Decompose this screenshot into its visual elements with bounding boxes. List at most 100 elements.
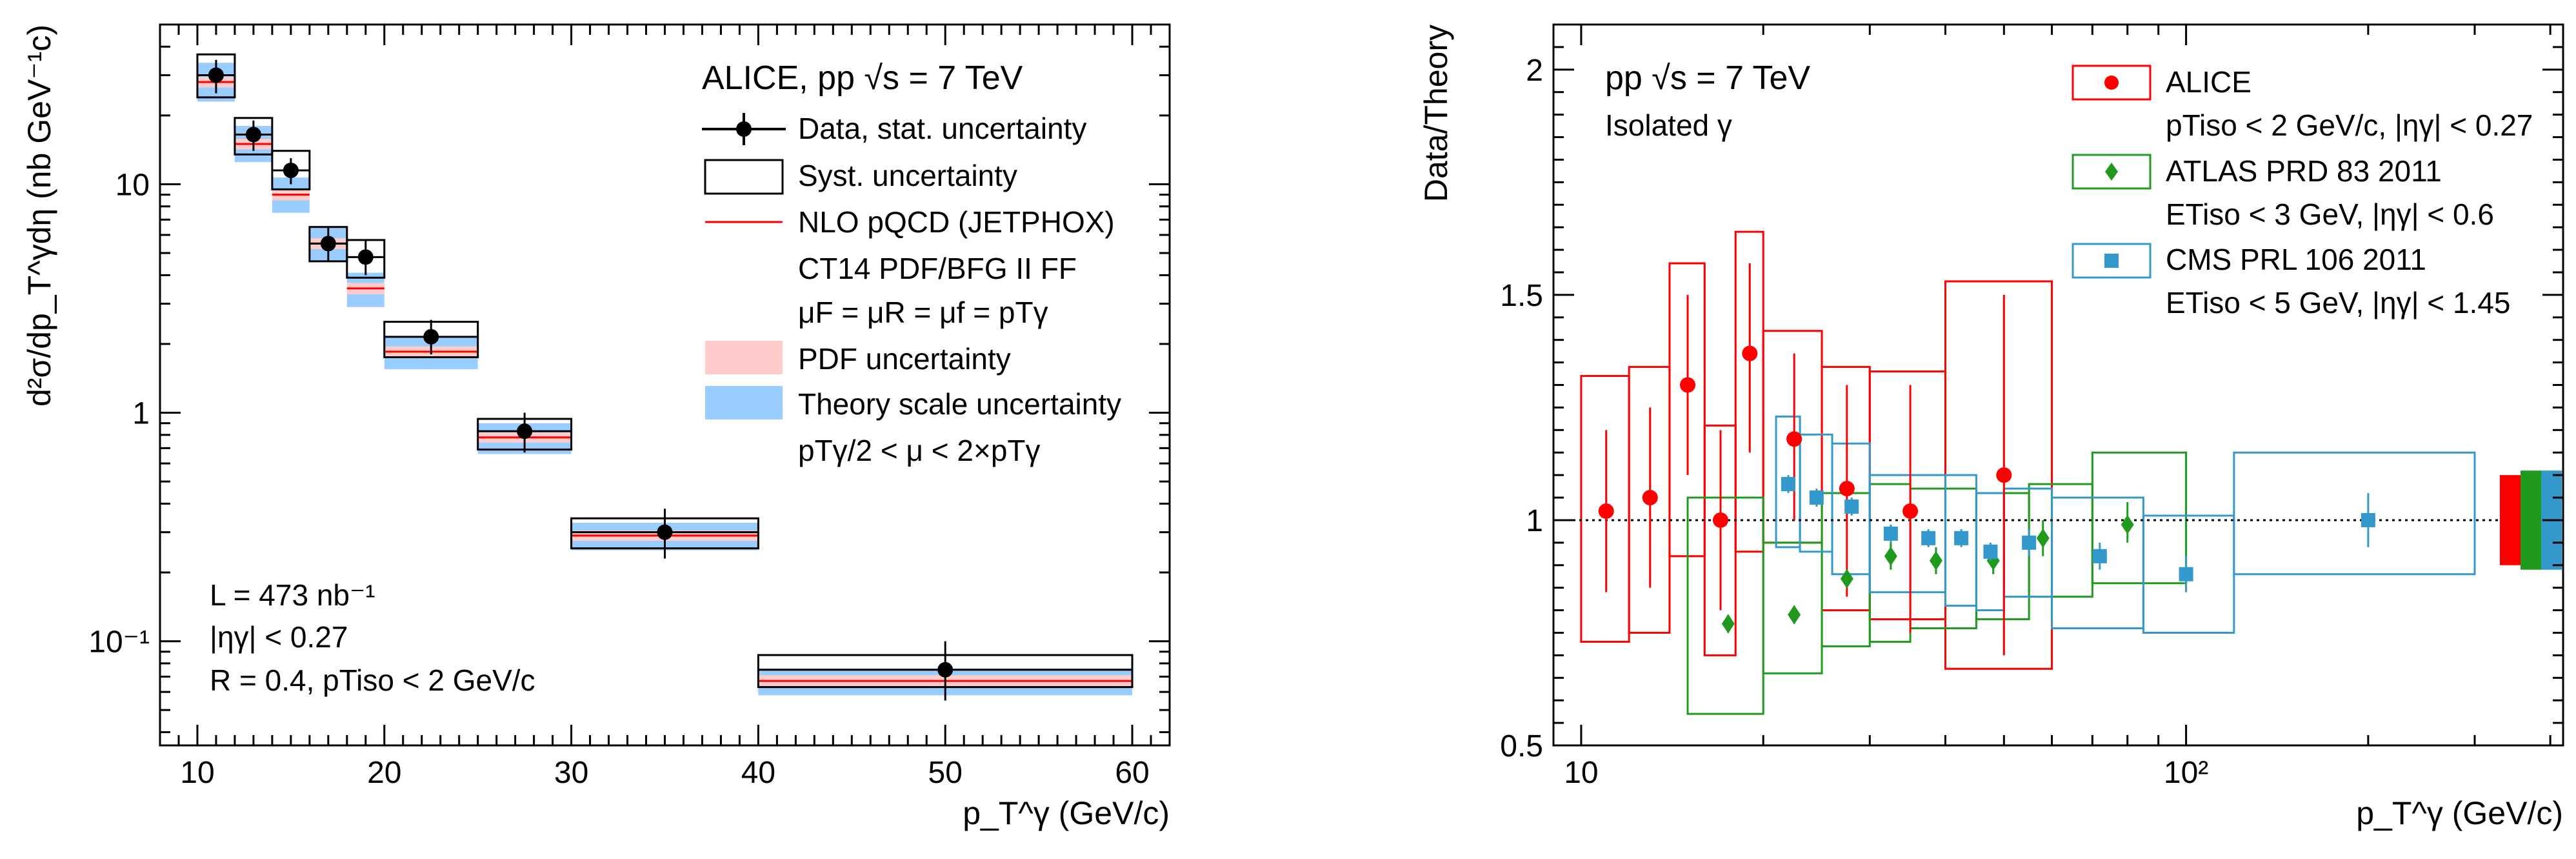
left-legend-scales: μF = μR = μf = pTγ (798, 296, 1048, 329)
right-cms-data-point (1844, 499, 1859, 514)
left-x-axis-label: p_T^γ (GeV/c) (963, 795, 1170, 831)
left-legend-nlo: NLO pQCD (JETPHOX) (798, 205, 1115, 239)
right-atlas-data-point (1884, 546, 1897, 566)
right-y-tick-label: 1 (1526, 504, 1543, 538)
right-cms-data-point (2179, 567, 2193, 581)
right-cms-data-point (1781, 477, 1795, 492)
left-legend-syst: Syst. uncertainty (798, 159, 1017, 192)
left-annotation-iso: R = 0.4, pTiso < 2 GeV/c (210, 663, 535, 697)
right-atlas-data-point (1840, 569, 1853, 589)
right-atlas-data-point (1721, 614, 1735, 634)
right-subtitle: Isolated γ (1605, 108, 1732, 142)
right-atlas-syst-box (1909, 487, 1977, 629)
right-alice-data-point (1996, 467, 2012, 483)
left-legend-data-marker (736, 121, 752, 137)
right-alice-norm-band (2500, 475, 2521, 565)
right-legend-alice-swatch (2072, 65, 2152, 101)
left-y-axis-label: d²σ/dp_T^γdη (nb GeV⁻¹c) (21, 25, 57, 407)
right-alice-data-point (1742, 345, 1758, 361)
right-x-tick-label: 10² (2164, 756, 2208, 790)
right-legend-atlas: ATLAS PRD 83 2011 (2166, 154, 2442, 188)
right-cms-data-point (2022, 535, 2037, 550)
left-data-point (320, 236, 336, 252)
left-legend-scale: Theory scale uncertainty (798, 387, 1121, 421)
right-atlas-data-point (1929, 551, 1942, 571)
right-atlas-data-point (1788, 605, 1801, 625)
right-atlas-data-point (2121, 514, 2134, 534)
left-annotation-lumi: L = 473 nb⁻¹ (210, 578, 375, 612)
right-alice-data-point (1839, 481, 1855, 497)
right-y-tick-label: 0.5 (1500, 729, 1543, 763)
left-data-point (517, 423, 533, 440)
left-axes: 10 20 30 40 50 60 10⁻¹ 1 10 (88, 23, 1170, 790)
right-alice-data-point (1712, 512, 1728, 528)
left-data-point (657, 524, 673, 540)
left-annotation-eta: |ηγ| < 0.27 (210, 620, 348, 654)
left-legend-pdf: PDF uncertainty (798, 342, 1011, 376)
left-y-tick-label: 10 (115, 168, 150, 202)
left-data-point (245, 126, 261, 143)
right-alice-data-point (1786, 431, 1802, 447)
left-legend-pdf-swatch (705, 341, 783, 374)
right-data-points (1598, 263, 2375, 656)
right-chart-panel: 10 10² 0.5 1 1.5 2 pp √s = 7 TeV Isolated γ A… (1418, 23, 2564, 831)
right-legend-alice: ALICE (2166, 65, 2252, 99)
left-x-tick-label: 10 (180, 756, 214, 790)
left-x-tick-label: 60 (1115, 756, 1149, 790)
left-legend-scale-range: pTγ/2 < μ < 2×pTγ (798, 434, 1041, 467)
left-data-points (197, 59, 1133, 701)
left-y-tick-label: 10⁻¹ (88, 625, 150, 660)
left-legend-syst-swatch (704, 159, 784, 195)
right-alice-syst-box (1868, 370, 1946, 621)
right-atlas-syst-box (1686, 496, 1764, 715)
left-x-tick-label: 20 (367, 756, 401, 790)
right-x-axis-label: p_T^γ (GeV/c) (2356, 795, 2563, 831)
left-x-tick-label: 40 (741, 756, 775, 790)
right-alice-data-point (1642, 490, 1658, 506)
left-legend-title: ALICE, pp √s = 7 TeV (702, 59, 1023, 97)
right-legend-cms-cut: ETiso < 5 GeV, |ηγ| < 1.45 (2166, 286, 2510, 319)
right-legend-cms-marker (2104, 254, 2119, 268)
left-data-point (423, 328, 439, 345)
right-cms-data-point (2361, 512, 2375, 527)
left-data-point (208, 67, 224, 83)
right-alice-data-point (1598, 503, 1614, 519)
right-cms-data-point (1809, 490, 1824, 505)
left-chart-panel: 10 20 30 40 50 60 10⁻¹ 1 10 ALICE, pp √s = 7 TeV… (21, 23, 1171, 831)
right-legend-cms: CMS PRL 106 2011 (2166, 243, 2426, 276)
right-legend-cms-swatch (2072, 243, 2152, 279)
right-legend-alice-marker (2104, 76, 2119, 90)
right-alice-data-point (1680, 377, 1696, 393)
right-cms-data-point (1983, 544, 1998, 559)
right-cms-data-point (2092, 549, 2107, 563)
left-syst-box (234, 117, 274, 156)
right-title: pp √s = 7 TeV (1605, 59, 1810, 97)
left-x-tick-label: 30 (554, 756, 588, 790)
right-atlas-norm-band (2521, 470, 2541, 570)
left-legend-data: Data, stat. uncertainty (798, 112, 1086, 145)
left-data-point (937, 662, 954, 678)
left-x-tick-label: 50 (928, 756, 963, 790)
left-legend-scale-swatch (705, 386, 783, 419)
right-cms-data-point (1883, 526, 1898, 541)
right-legend-alice-cut: pTiso < 2 GeV/c, |ηγ| < 0.27 (2166, 108, 2533, 142)
right-y-tick-label: 2 (1526, 54, 1543, 88)
left-data-point (357, 249, 374, 265)
right-x-tick-label: 10 (1564, 756, 1598, 790)
right-legend-atlas-swatch (2072, 154, 2152, 190)
right-cms-syst-box (2233, 451, 2476, 576)
left-data-point (283, 162, 299, 178)
right-legend-atlas-marker (2105, 163, 2118, 181)
right-cms-data-point (1921, 531, 1936, 545)
right-cms-data-point (1954, 531, 1969, 545)
left-y-tick-label: 1 (132, 397, 150, 431)
right-atlas-data-point (2036, 528, 2050, 548)
right-y-tick-label: 1.5 (1500, 279, 1543, 313)
right-axes: 10 10² 0.5 1 1.5 2 (1500, 23, 2563, 790)
right-atlas-syst-box (1821, 492, 1871, 647)
left-legend-ct14: CT14 PDF/BFG II FF (798, 252, 1077, 285)
right-y-axis-label: Data/Theory (1418, 25, 1454, 202)
right-alice-data-point (1902, 503, 1919, 519)
right-legend-atlas-cut: ETiso < 3 GeV, |ηγ| < 0.6 (2166, 197, 2494, 231)
